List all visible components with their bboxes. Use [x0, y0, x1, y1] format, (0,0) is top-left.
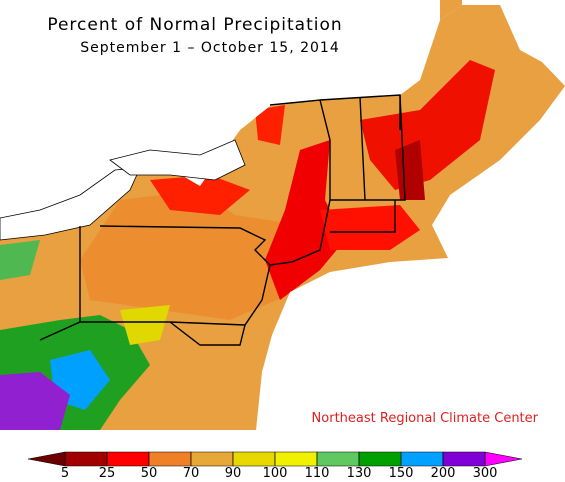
region [0, 240, 40, 280]
map-subtitle: September 1 – October 15, 2014 [80, 40, 339, 56]
tick-label: 90 [225, 466, 242, 478]
lake-erie [0, 167, 141, 241]
region [0, 372, 70, 430]
ocean [256, 86, 565, 430]
lake-ontario [109, 139, 246, 181]
color-bin [316, 451, 360, 467]
color-bin [64, 451, 108, 467]
tick-label: 150 [389, 466, 414, 478]
land [440, 0, 462, 20]
tick-label: 70 [183, 466, 200, 478]
tick-label: 25 [99, 466, 116, 478]
color-bin [106, 451, 150, 467]
region [80, 190, 300, 320]
high-arrow [484, 451, 523, 467]
color-bin [148, 451, 192, 467]
map [0, 0, 565, 430]
color-legend: 5 25 50 70 90 100 110 130 150 200 300 [27, 451, 523, 481]
tick-label: 100 [263, 466, 288, 478]
color-bin [400, 451, 444, 467]
tick-label: 5 [61, 466, 69, 478]
tick-label: 110 [305, 466, 330, 478]
region [395, 140, 425, 200]
tick-label: 130 [347, 466, 372, 478]
tick-label: 300 [473, 466, 498, 478]
canada [0, 0, 440, 230]
color-bin [358, 451, 402, 467]
tick-label: 200 [431, 466, 456, 478]
color-bin [274, 451, 318, 467]
color-bin [232, 451, 276, 467]
state-borders [39, 94, 406, 346]
credit: Northeast Regional Climate Center [312, 411, 539, 426]
map-title: Percent of Normal Precipitation [47, 15, 342, 35]
tick-label: 50 [141, 466, 158, 478]
region [120, 305, 170, 345]
region [255, 105, 285, 145]
color-bin [190, 451, 234, 467]
region [360, 60, 495, 190]
region [150, 175, 250, 215]
color-bin [442, 451, 486, 467]
region [265, 140, 345, 300]
low-arrow [27, 451, 66, 467]
